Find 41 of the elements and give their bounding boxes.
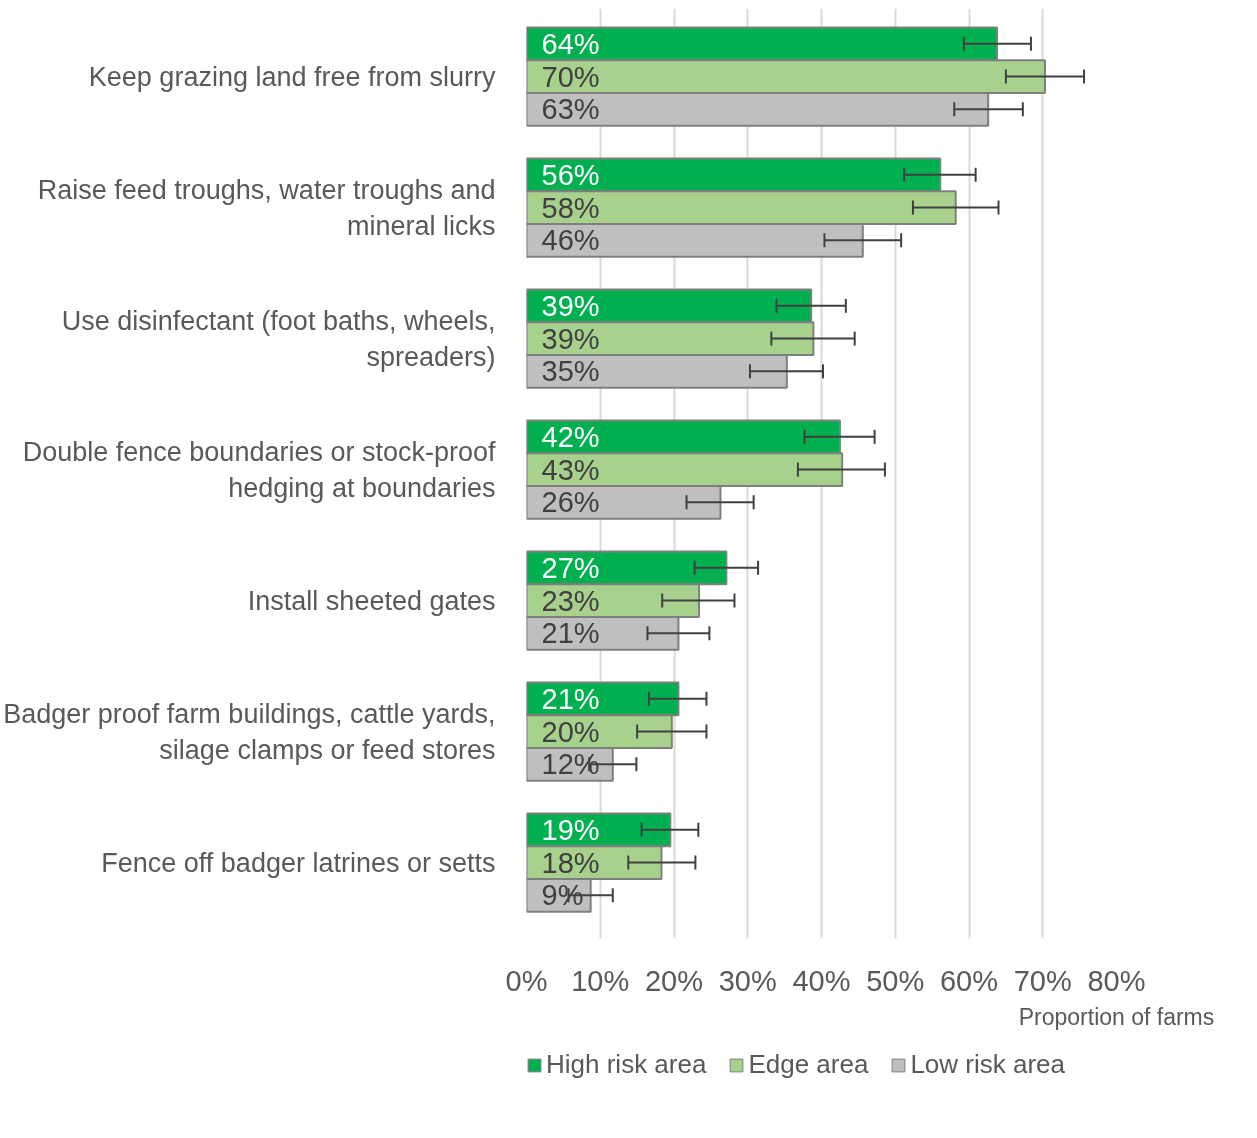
legend-label: Low risk area (910, 1049, 1066, 1080)
data-label: 64% (541, 27, 600, 60)
x-tick-label: 0% (505, 964, 548, 997)
x-tick-label: 50% (866, 964, 925, 997)
x-tick-label: 80% (1087, 964, 1146, 997)
data-label: 58% (541, 191, 600, 224)
x-tick-label: 20% (644, 964, 704, 997)
y-tick-label: Double fence boundaries or stock-proof hedging at boundaries (22, 436, 496, 503)
data-label: 42% (541, 420, 600, 453)
x-tick-label: 30% (718, 964, 777, 997)
y-tick-label: Keep grazing land free from slurry (88, 61, 496, 92)
x-tick-label: 70% (1013, 964, 1072, 997)
data-label: 9% (541, 879, 584, 912)
x-tick-label: 60% (939, 964, 999, 997)
x-tick-label: 40% (792, 964, 851, 997)
data-label: 46% (541, 224, 600, 257)
data-label: 27% (541, 551, 600, 584)
data-label: 23% (541, 584, 600, 617)
legend-label: Edge area (748, 1049, 869, 1080)
y-tick-label: Install sheeted gates (247, 585, 496, 616)
data-label: 21% (541, 682, 600, 715)
x-axis-title: Proportion of farms (1018, 1003, 1215, 1030)
data-label: 18% (541, 846, 600, 879)
data-label: 56% (541, 158, 600, 191)
y-tick-label: Badger proof farm buildings, cattle yards, silage clamps or feed stores (3, 698, 496, 765)
data-label: 43% (541, 453, 600, 486)
legend-label: High risk area (546, 1049, 707, 1080)
data-label: 26% (541, 486, 600, 519)
x-tick-label: 10% (571, 964, 630, 997)
data-label: 20% (541, 715, 600, 748)
data-label: 39% (541, 289, 600, 322)
y-tick-label: Fence off badger latrines or setts (101, 847, 496, 878)
data-label: 35% (541, 355, 600, 388)
y-tick-label: Use disinfectant (foot baths, wheels, spreaders) (61, 305, 496, 372)
data-label: 19% (541, 813, 600, 846)
data-label: 63% (541, 93, 600, 126)
data-label: 39% (541, 322, 600, 355)
data-label: 21% (541, 617, 600, 650)
data-label: 12% (541, 748, 600, 781)
data-label: 70% (541, 60, 600, 93)
y-tick-label: Raise feed troughs, water troughs and mineral licks (37, 174, 496, 241)
